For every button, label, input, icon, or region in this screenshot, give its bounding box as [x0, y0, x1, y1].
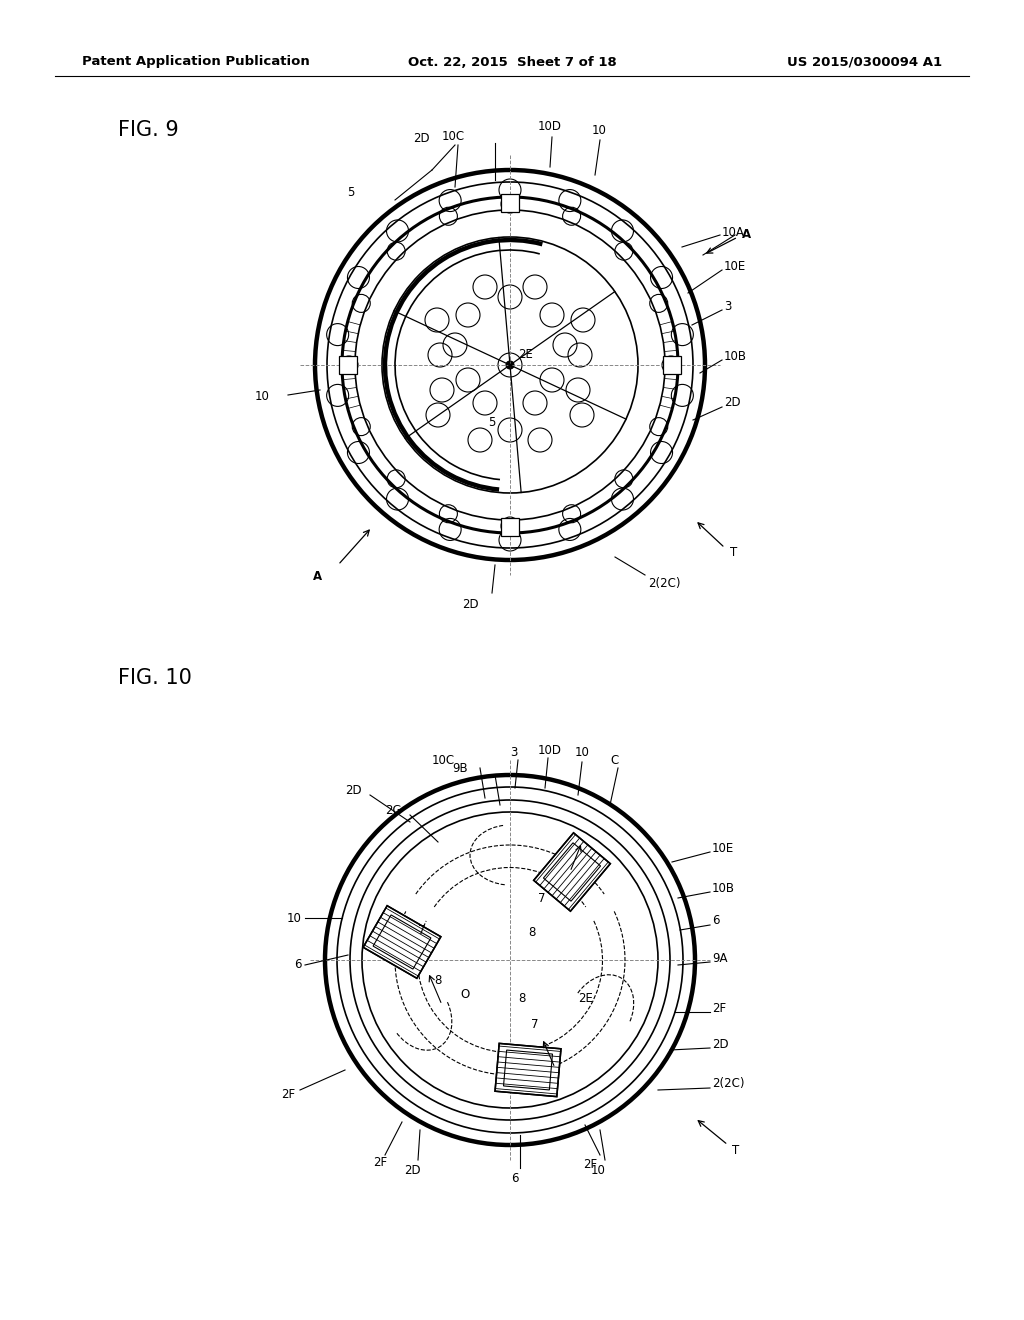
Text: 10: 10	[591, 1163, 605, 1176]
Text: 6: 6	[511, 1172, 519, 1184]
FancyBboxPatch shape	[339, 356, 357, 374]
Text: 7: 7	[531, 1019, 539, 1031]
Text: 8: 8	[434, 974, 441, 986]
Text: 10E: 10E	[724, 260, 746, 273]
Text: 7: 7	[539, 891, 546, 904]
Text: 8: 8	[528, 925, 536, 939]
Text: 9A: 9A	[712, 952, 727, 965]
Text: Patent Application Publication: Patent Application Publication	[82, 55, 309, 69]
Text: 6: 6	[295, 958, 302, 972]
Text: 10C: 10C	[432, 754, 455, 767]
Text: C: C	[610, 754, 618, 767]
Text: O: O	[461, 989, 470, 1002]
FancyBboxPatch shape	[501, 194, 519, 213]
Text: T: T	[732, 1143, 739, 1156]
Text: 2D: 2D	[345, 784, 362, 796]
Text: FIG. 9: FIG. 9	[118, 120, 179, 140]
Text: 2D: 2D	[712, 1038, 729, 1051]
Text: 5: 5	[347, 186, 355, 199]
Text: 2(2C): 2(2C)	[648, 577, 681, 590]
Text: FIG. 10: FIG. 10	[118, 668, 191, 688]
Text: 10D: 10D	[538, 743, 562, 756]
Text: 10A: 10A	[722, 226, 744, 239]
Text: 10E: 10E	[712, 842, 734, 854]
Text: 6: 6	[712, 913, 720, 927]
Text: 9B: 9B	[453, 762, 468, 775]
Text: 10: 10	[287, 912, 302, 924]
Text: 10B: 10B	[712, 882, 735, 895]
Text: 2F: 2F	[712, 1002, 726, 1015]
Text: 5: 5	[488, 417, 496, 429]
Text: 2E: 2E	[518, 348, 532, 362]
Text: 8: 8	[518, 991, 525, 1005]
Text: T: T	[730, 546, 737, 560]
Text: 2F: 2F	[281, 1089, 295, 1101]
Text: 10: 10	[255, 391, 270, 404]
Text: US 2015/0300094 A1: US 2015/0300094 A1	[786, 55, 942, 69]
Text: 3: 3	[724, 301, 731, 314]
Text: 10D: 10D	[538, 120, 562, 133]
Text: 10C: 10C	[442, 131, 465, 144]
Text: 3: 3	[510, 746, 517, 759]
Text: 2E: 2E	[578, 991, 593, 1005]
Text: 7: 7	[418, 924, 426, 936]
Text: 2D: 2D	[462, 598, 478, 611]
Text: Oct. 22, 2015  Sheet 7 of 18: Oct. 22, 2015 Sheet 7 of 18	[408, 55, 616, 69]
Circle shape	[506, 360, 514, 370]
Text: 10: 10	[575, 746, 590, 759]
Text: 2F: 2F	[373, 1155, 387, 1168]
Text: 2G: 2G	[385, 804, 402, 817]
Text: A: A	[313, 570, 322, 583]
Polygon shape	[495, 1043, 561, 1097]
Text: 10B: 10B	[724, 351, 746, 363]
Polygon shape	[534, 833, 610, 911]
Polygon shape	[364, 906, 441, 978]
Text: 2D: 2D	[724, 396, 740, 409]
Text: 2D: 2D	[403, 1163, 420, 1176]
Text: A: A	[742, 228, 752, 242]
Text: 2(2C): 2(2C)	[712, 1077, 744, 1090]
Text: 2D: 2D	[414, 132, 430, 145]
Text: 2F: 2F	[583, 1159, 597, 1172]
FancyBboxPatch shape	[501, 517, 519, 536]
Text: 10: 10	[592, 124, 607, 136]
FancyBboxPatch shape	[663, 356, 681, 374]
